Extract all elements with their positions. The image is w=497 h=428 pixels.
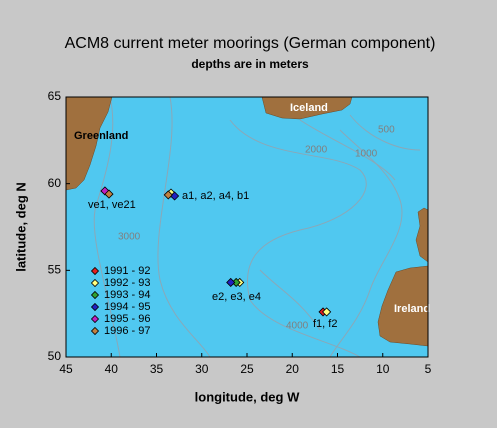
x-tick-label: 45 [59,362,73,376]
legend-label: 1992 - 93 [104,277,150,289]
x-tick-label: 5 [425,362,432,376]
legend-marker [90,278,100,288]
land [261,96,353,120]
x-tick-label: 35 [150,362,164,376]
y-tick-label: 55 [48,263,62,277]
land [65,96,113,191]
legend-marker [90,290,100,300]
y-axis-label: latitude, deg N [13,182,28,272]
x-tick-label: 10 [376,362,390,376]
contour-label: 500 [378,125,395,136]
mooring-label: e2, e3, e4 [212,291,261,303]
land [415,207,429,263]
x-tick-label: 20 [286,362,300,376]
chart-subtitle: depths are in meters [191,57,309,71]
contour-label: 2000 [305,145,328,156]
legend-marker [90,302,100,312]
contours [93,96,421,358]
x-tick-label: 30 [195,362,209,376]
x-tick-label: 15 [331,362,345,376]
legend-label: 1994 - 95 [104,301,150,313]
mooring-marker [163,190,173,200]
mooring-label: f1, f2 [313,318,337,330]
y-tick-label: 65 [48,89,62,103]
ocean [66,97,428,357]
legend-label: 1996 - 97 [104,325,150,337]
contour-label: 3000 [118,232,141,243]
y-tick-label: 60 [48,176,62,190]
contour-label: 1000 [355,149,378,160]
mooring-marker [226,277,236,288]
chart-title: ACM8 current meter moorings (German comp… [65,35,436,52]
x-axis-label: longitude, deg W [195,389,300,404]
land [377,265,429,347]
mooring-marker [322,307,332,317]
land-label: Ireland [394,303,430,315]
legend-marker [90,314,100,324]
land-label: Iceland [290,102,328,114]
y-tick-label: 50 [48,349,62,363]
x-tick-label: 40 [105,362,119,376]
legend-marker [90,326,100,336]
land-label: Greenland [74,130,128,142]
contour-label: 4000 [286,321,309,332]
legend-marker [90,266,100,276]
mooring-label: a1, a2, a4, b1 [182,190,249,202]
legend-label: 1993 - 94 [104,289,150,301]
mooring-label: ve1, ve21 [88,199,136,211]
legend-label: 1991 - 92 [104,265,150,277]
mooring-marker [104,189,114,199]
legend-label: 1995 - 96 [104,313,150,325]
x-tick-label: 25 [240,362,254,376]
